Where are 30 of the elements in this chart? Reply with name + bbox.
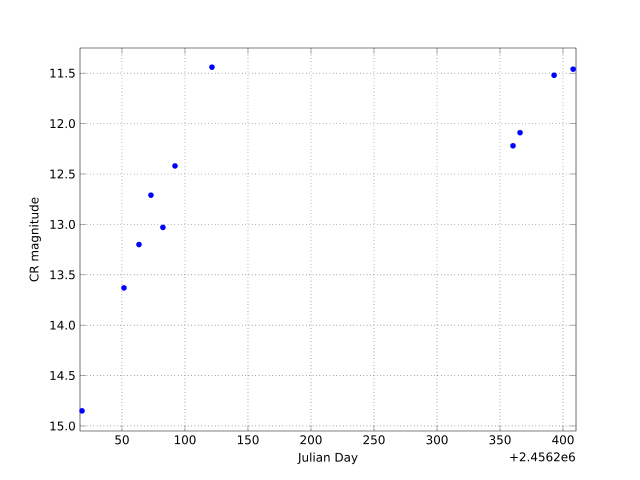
point (510, 142, 516, 149)
x-tick-label: 250 (363, 435, 385, 444)
point (148, 192, 154, 198)
x-tick-label: 50 (115, 435, 129, 444)
point (570, 66, 576, 72)
y-tick-label: 14.5 (50, 371, 75, 380)
point (160, 224, 166, 230)
point (79, 408, 85, 414)
x-axis-title: Julian Day (297, 452, 358, 464)
x-tick-label: 300 (426, 435, 448, 444)
point (172, 163, 178, 169)
x-tick-label: 100 (174, 435, 196, 444)
y-tick-label: 14.0 (50, 320, 75, 330)
x-tick-label: 400 (552, 435, 574, 444)
x-tick-label: 200 (300, 435, 322, 444)
y-tick-label: 13.0 (50, 220, 75, 229)
point (517, 130, 523, 136)
point (551, 72, 557, 78)
y-tick-label: 12.0 (50, 119, 75, 128)
x-tick-label: 150 (238, 435, 259, 444)
point (136, 242, 142, 248)
text: +2.4562e6 (510, 452, 575, 462)
y-tick-label: 13.5 (50, 270, 75, 280)
y-tick-label: 12.5 (50, 169, 75, 179)
y-tick-label: 11.5 (50, 68, 75, 78)
point (121, 285, 127, 291)
y-tick-label: 15.0 (50, 421, 75, 430)
point (209, 64, 215, 70)
y-axis-title: CR magnitude (29, 198, 41, 282)
x-tick-label: 350 (490, 435, 511, 444)
